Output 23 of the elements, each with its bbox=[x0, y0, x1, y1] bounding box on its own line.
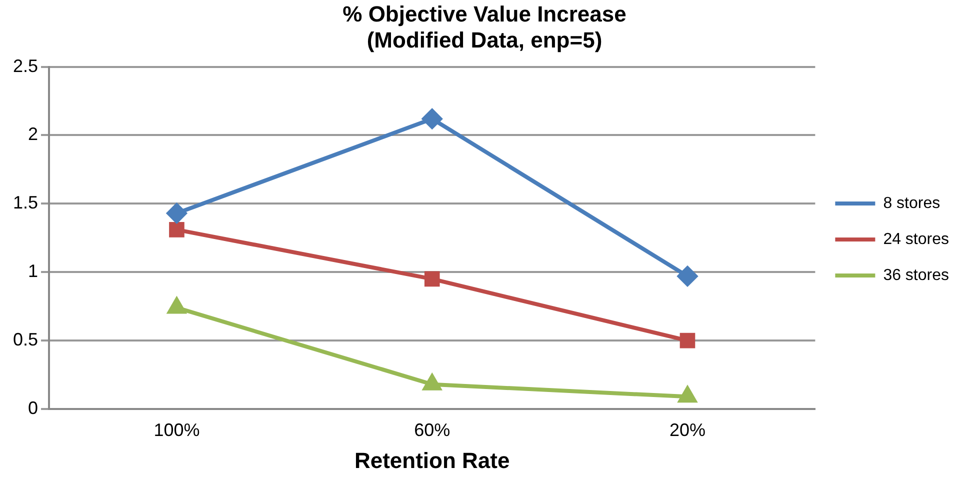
point bbox=[423, 374, 442, 390]
x-tick-label: 20% bbox=[669, 420, 706, 440]
legend-label: 24 stores bbox=[883, 230, 949, 248]
point bbox=[166, 203, 187, 224]
x-tick-label: 60% bbox=[414, 420, 450, 440]
y-tick-label: 2.5 bbox=[12, 56, 38, 76]
point bbox=[424, 271, 440, 287]
y-tick-label: 0 bbox=[28, 398, 38, 418]
point bbox=[680, 332, 696, 348]
legend-label: 36 stores bbox=[883, 266, 949, 284]
point bbox=[678, 386, 696, 403]
y-tick-label: 1 bbox=[28, 261, 38, 282]
x-tick-label: 100% bbox=[154, 420, 200, 440]
point bbox=[168, 298, 186, 314]
y-tick-label: 1.5 bbox=[12, 192, 38, 213]
y-tick-label: 2 bbox=[28, 124, 38, 144]
x-axis-title: Retention Rate bbox=[354, 448, 510, 473]
legend-label: 8 stores bbox=[883, 194, 940, 212]
point bbox=[677, 266, 698, 286]
point bbox=[169, 222, 184, 238]
y-tick-label: 0.5 bbox=[12, 330, 38, 350]
point bbox=[422, 108, 442, 129]
chart-title: % Objective Value Increase (Modified Data, enp=5) bbox=[342, 1, 626, 53]
